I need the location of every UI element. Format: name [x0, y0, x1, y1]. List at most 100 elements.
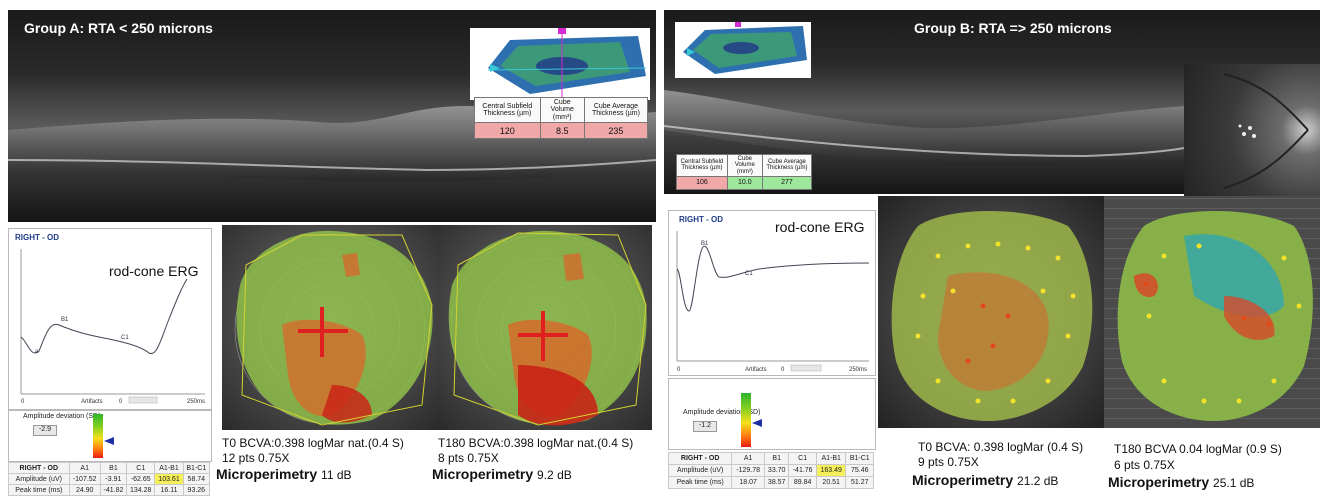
erg-cell: 134.28 — [126, 484, 156, 496]
erg-eye-label: RIGHT - OD — [15, 233, 59, 242]
erg-artifacts-value: 0 — [781, 367, 785, 373]
thickness-value-avg: 277 — [761, 175, 813, 190]
mp-value: 11 dB — [321, 468, 352, 482]
erg-results-table-group-b: RIGHT - OD A1 B1 C1 A1-B1 B1-C1 Amplitud… — [667, 452, 874, 489]
group-b-title: Group B: RTA => 250 microns — [914, 20, 1112, 36]
erg-cell: -62.65 — [126, 473, 156, 485]
erg-table-header-b1c1: B1-C1 — [182, 462, 211, 474]
mp-value: 25.1 dB — [1213, 476, 1255, 490]
erg-artifacts-label: Artifacts — [745, 367, 767, 373]
mp-value: 21.2 dB — [1017, 474, 1059, 488]
thickness-map-3d-group-b — [675, 22, 811, 78]
erg-cell: 18.07 — [731, 476, 765, 489]
mp-caption-b-t180-line1: T180 BCVA 0.04 logMar (0.9 S) — [1114, 442, 1282, 456]
mp-caption-b-t0-result: Microperimetry 21.2 dB — [912, 472, 1058, 488]
amplitude-deviation-colorbar — [741, 393, 751, 447]
erg-row-label: Amplitude (uV) — [8, 473, 70, 485]
amplitude-deviation-label: Amplitude deviation (SD) — [23, 413, 101, 420]
erg-cell: 89.84 — [788, 476, 817, 489]
amplitude-deviation-value: -1.2 — [693, 421, 717, 432]
erg-table-header-c1: C1 — [126, 462, 156, 474]
erg-table-header-eye: RIGHT - OD — [8, 462, 70, 474]
erg-cell: 24.90 — [68, 484, 101, 496]
thickness-value-cst: 120 — [474, 122, 541, 140]
erg-cell: -129.78 — [731, 464, 765, 477]
erg-axis-end: 250ms — [849, 367, 867, 373]
erg-table-header-b1c1: B1-C1 — [845, 452, 874, 465]
erg-cell: 33.70 — [763, 464, 790, 477]
mp-caption-a-t0-line2: 12 pts 0.75X — [222, 451, 290, 465]
thickness-table-group-b: Central Subfield Thickness (µm) Cube Vol… — [676, 154, 813, 190]
amplitude-deviation-colorbar — [93, 414, 103, 458]
amplitude-deviation-marker-icon — [104, 437, 114, 445]
erg-row-label: Peak time (ms) — [8, 484, 70, 496]
thickness-value-volume: 10.0 — [726, 175, 763, 190]
thickness-header-cst: Central Subfield Thickness (µm) — [474, 96, 541, 124]
erg-cell: 51.27 — [845, 476, 874, 489]
microperimetry-map-b-t180 — [1104, 196, 1320, 428]
erg-cell: 75.46 — [845, 464, 874, 477]
thickness-value-avg: 235 — [583, 122, 649, 140]
thickness-value-volume: 8.5 — [539, 122, 585, 140]
mp-label: Microperimetry — [1108, 474, 1210, 490]
microperimetry-grid-a-t0 — [234, 230, 433, 426]
erg-table-header-a1b1: A1-B1 — [815, 452, 847, 465]
microperimetry-grid-a-t180 — [448, 230, 647, 426]
erg-waveform-chart: B1 C1 0 250ms Artifacts 0 — [676, 231, 870, 373]
erg-table-header-a1: A1 — [731, 452, 765, 465]
erg-cell: 38.57 — [763, 476, 790, 489]
erg-artifacts-value: 0 — [119, 399, 123, 405]
amplitude-deviation-panel-group-a: Amplitude deviation (SD) -2.9 — [8, 410, 212, 462]
erg-title: rod-cone ERG — [109, 263, 199, 279]
mp-caption-a-t0-result: Microperimetry 11 dB — [216, 466, 352, 482]
thickness-header-avg: Cube Average Thickness (µm) — [583, 96, 649, 124]
mp-label: Microperimetry — [216, 466, 318, 482]
fundus-image-group-b — [1184, 64, 1320, 196]
thickness-header-volume: Cube Volume (mm³) — [726, 154, 763, 177]
erg-panel-group-b: RIGHT - OD rod-cone ERG B1 C1 0 250ms Ar… — [668, 210, 876, 376]
thickness-value-cst: 106 — [676, 175, 728, 190]
microperimetry-map-b-t0 — [878, 196, 1104, 428]
amplitude-deviation-marker-icon — [752, 419, 762, 427]
erg-axis-end: 250ms — [187, 399, 205, 405]
erg-panel-group-a: RIGHT - OD rod-cone ERG a B1 C1 0 250ms … — [8, 228, 212, 410]
mp-label: Microperimetry — [912, 472, 1014, 488]
erg-wave-label-c1: C1 — [121, 335, 129, 341]
amplitude-deviation-value: -2.9 — [33, 425, 57, 436]
thickness-header-volume: Cube Volume (mm³) — [539, 96, 585, 124]
thickness-header-cst: Central Subfield Thickness (µm) — [676, 154, 728, 177]
group-a-title: Group A: RTA < 250 microns — [24, 20, 213, 36]
erg-results-table-group-a: RIGHT - OD A1 B1 C1 A1-B1 B1-C1 Amplitud… — [8, 462, 211, 496]
retinal-thickness-surface — [487, 28, 647, 98]
microperimetry-grid-b-t0 — [891, 211, 1093, 421]
thickness-map-3d-group-a — [470, 28, 650, 100]
mp-label: Microperimetry — [432, 466, 534, 482]
thickness-header-avg: Cube Average Thickness (µm) — [761, 154, 813, 177]
erg-artifacts-slider[interactable] — [790, 364, 822, 372]
erg-table-header-b1: B1 — [99, 462, 128, 474]
mp-value: 9.2 dB — [537, 468, 572, 482]
oct-retina-layers — [664, 90, 1185, 166]
erg-axis-start: 0 — [21, 399, 25, 405]
amplitude-deviation-panel-group-b: Amplitude deviation (SD) -1.2 — [668, 378, 876, 450]
erg-cell: -3.91 — [99, 473, 128, 485]
erg-artifacts-slider[interactable] — [128, 396, 158, 404]
erg-eye-label: RIGHT - OD — [679, 215, 723, 224]
mp-caption-b-t180-line2: 6 pts 0.75X — [1114, 458, 1175, 472]
mp-caption-a-t180-line2: 8 pts 0.75X — [438, 451, 499, 465]
erg-wave-label-a: a — [35, 349, 39, 355]
erg-cell: 20.51 — [815, 476, 847, 489]
mp-caption-a-t0-line1: T0 BCVA:0.398 logMar nat.(0.4 S) — [222, 436, 404, 450]
microperimetry-grid-b-t180 — [1117, 211, 1313, 421]
mp-caption-b-t0-line1: T0 BCVA: 0.398 logMar (0.4 S) — [918, 440, 1084, 454]
mp-caption-a-t180-result: Microperimetry 9.2 dB — [432, 466, 572, 482]
erg-cell-highlighted: 163.49 — [815, 464, 847, 477]
erg-cell: 93.26 — [182, 484, 211, 496]
erg-cell: -41.82 — [99, 484, 128, 496]
erg-table-header-b1: B1 — [763, 452, 790, 465]
erg-cell: 58.74 — [182, 473, 211, 485]
mp-caption-a-t180-line1: T180 BCVA:0.398 logMar nat.(0.4 S) — [438, 436, 634, 450]
microperimetry-map-a-t180 — [438, 225, 652, 430]
erg-title: rod-cone ERG — [775, 219, 865, 235]
erg-waveform-chart: a B1 C1 0 250ms Artifacts 0 — [20, 249, 205, 405]
